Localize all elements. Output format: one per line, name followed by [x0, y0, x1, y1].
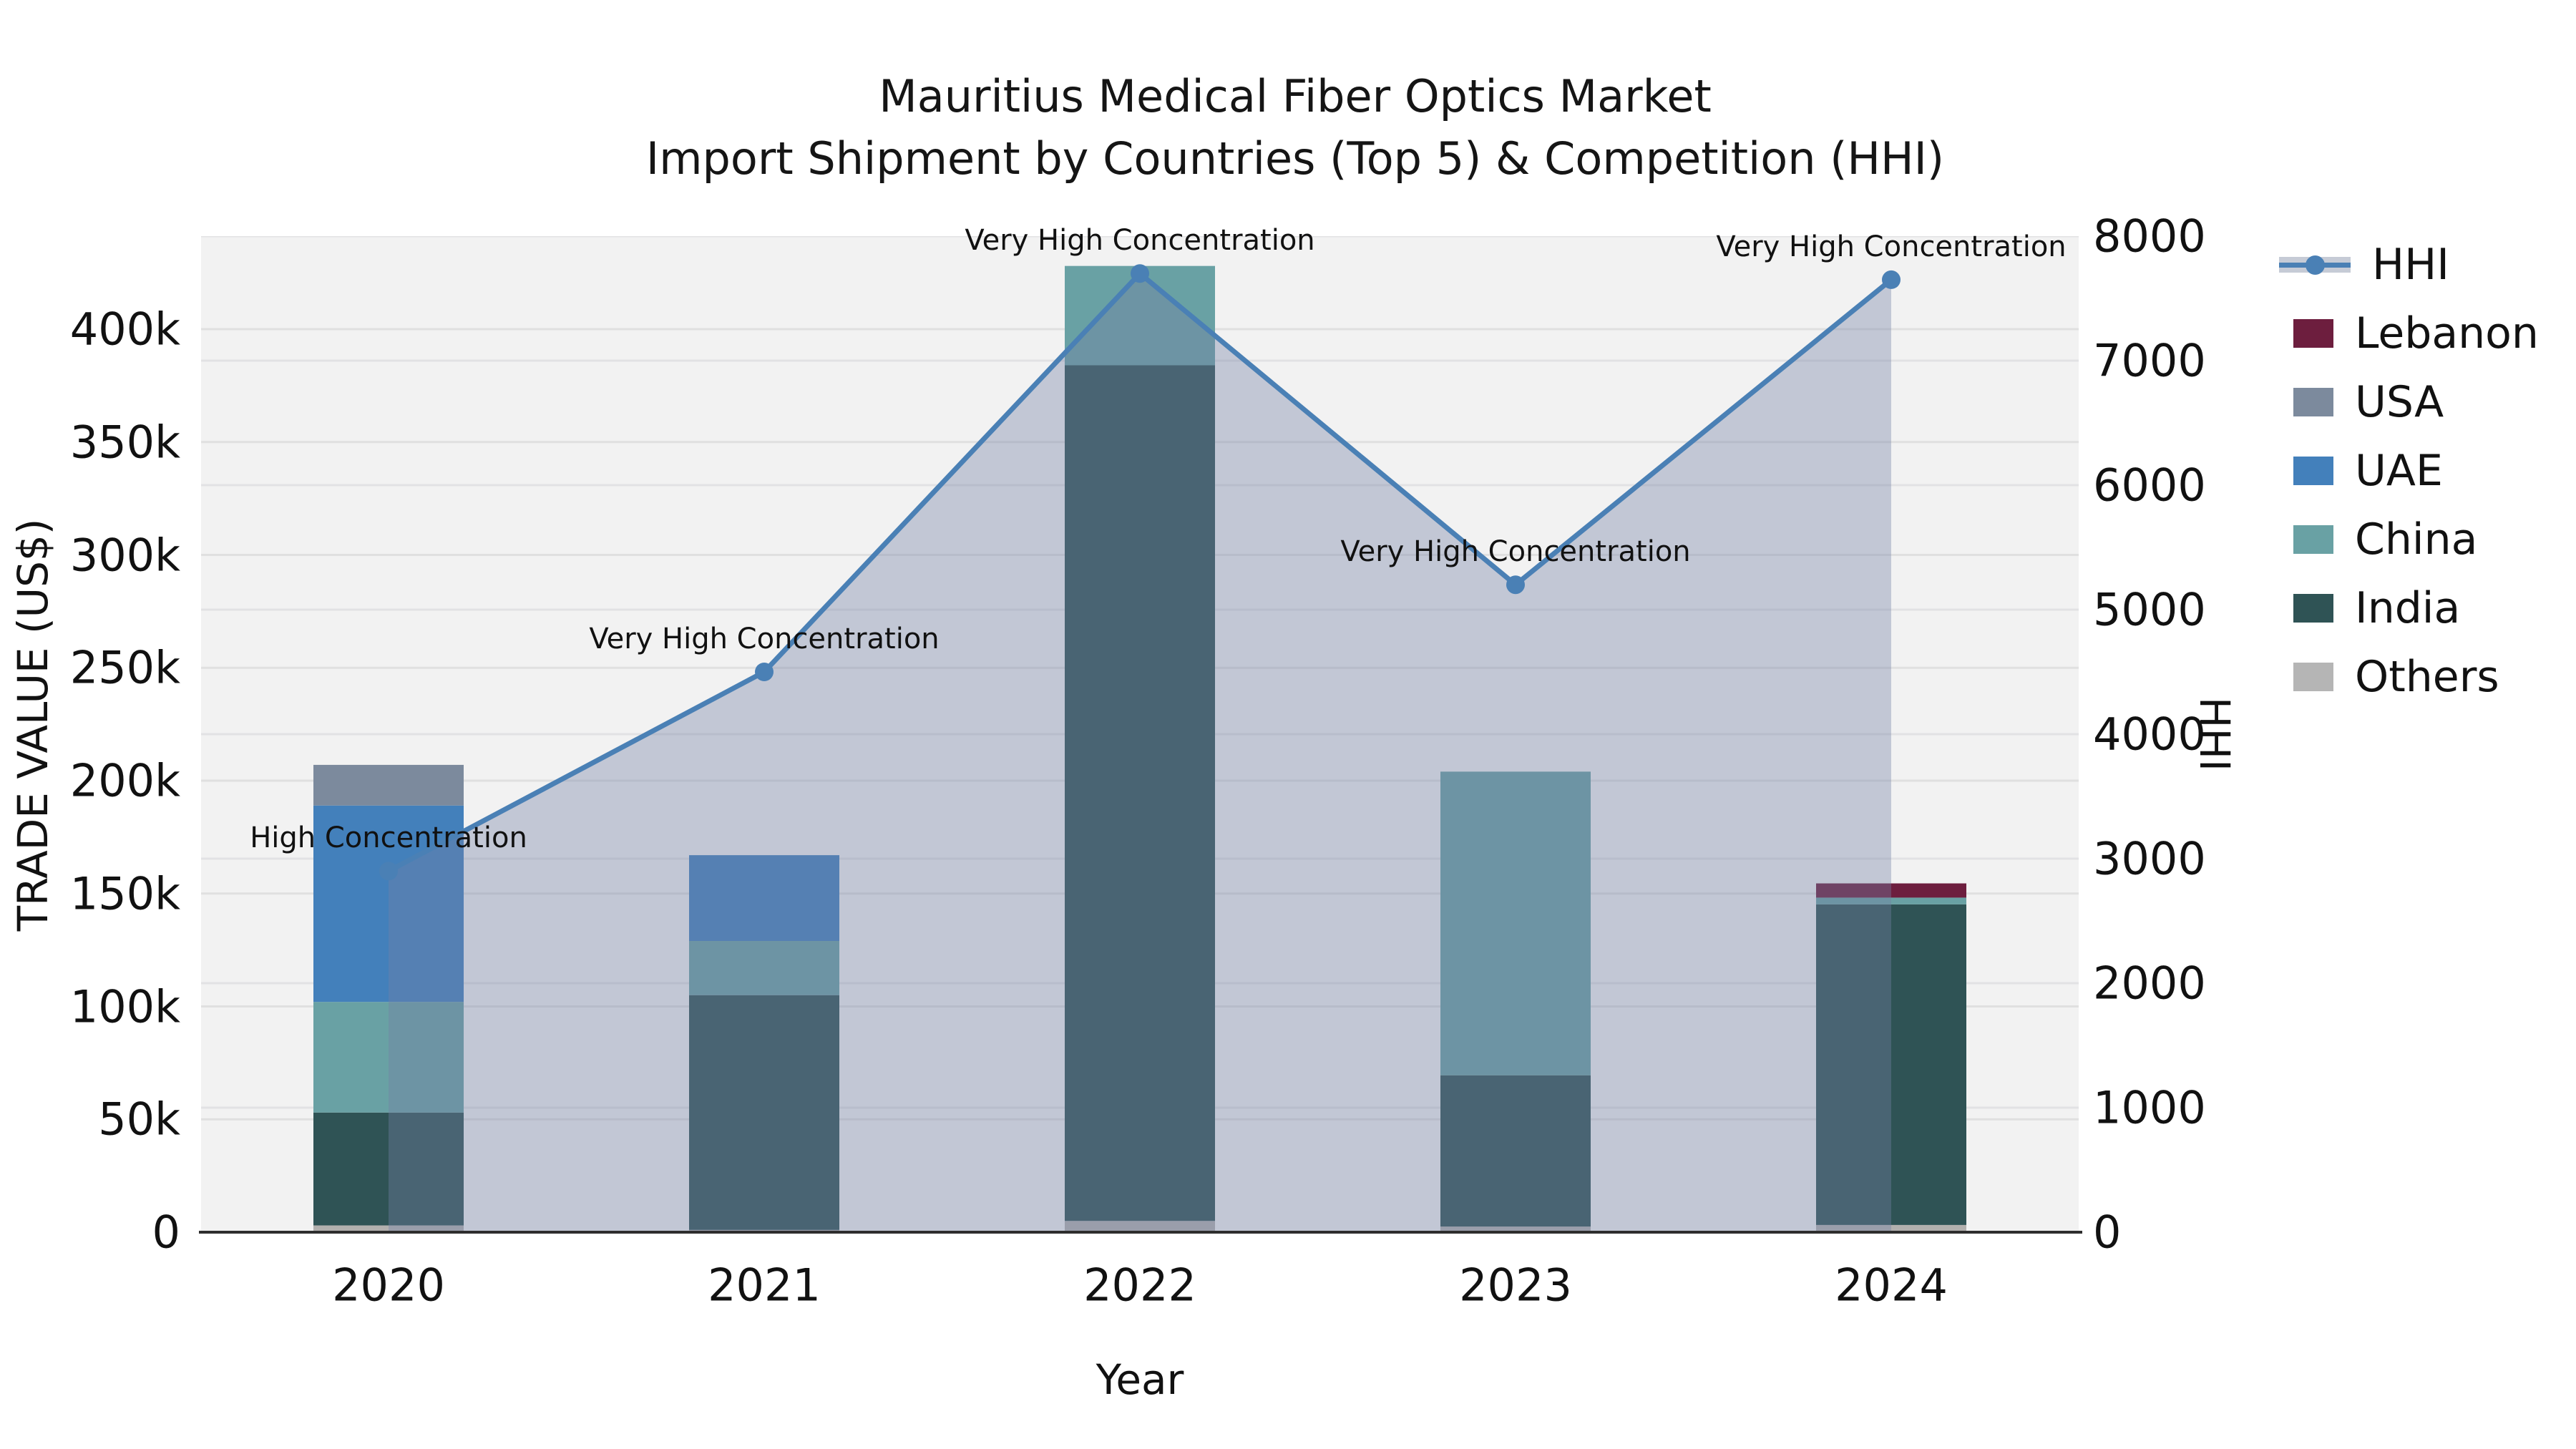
legend-label-hhi: HHI	[2372, 240, 2449, 290]
left-axis-title: TRADE VALUE (US$)	[9, 518, 57, 932]
x-tick-2020: 2020	[332, 1259, 445, 1312]
legend-item-others: Others	[2279, 648, 2499, 706]
chart-canvas	[201, 236, 2079, 1232]
hhi-marker-2024	[1882, 270, 1901, 289]
y-tick-right-4000: 4000	[2093, 708, 2206, 761]
hhi-marker-2021	[755, 663, 774, 681]
bar-segment-india-2022	[1065, 365, 1215, 1221]
bar-segment-india-2023	[1440, 1075, 1591, 1227]
bar-segment-others-2022	[1065, 1221, 1215, 1232]
y-tick-left-400k: 400k	[69, 303, 180, 356]
bar-segment-lebanon-2024	[1816, 883, 1966, 898]
y-tick-right-6000: 6000	[2093, 459, 2206, 512]
annotation-2024: Very High Concentration	[1716, 230, 2067, 263]
x-tick-2024: 2024	[1835, 1259, 1948, 1312]
chart-title-line2: Import Shipment by Countries (Top 5) & C…	[645, 132, 1945, 185]
annotation-2020: High Concentration	[250, 821, 527, 855]
legend-swatch-lebanon	[2293, 319, 2333, 348]
legend-item-lebanon: Lebanon	[2279, 305, 2539, 362]
hhi-line-swatch	[2279, 249, 2351, 280]
x-tick-2023: 2023	[1459, 1259, 1572, 1312]
bar-segment-india-2024	[1816, 904, 1966, 1225]
legend-swatch-others	[2293, 663, 2333, 691]
bar-segment-india-2021	[689, 995, 839, 1230]
bar-segment-india-2020	[313, 1112, 464, 1226]
bar-segment-china-2020	[313, 1002, 464, 1113]
bar-segment-others-2024	[1816, 1224, 1966, 1232]
hhi-marker-2020	[379, 862, 398, 881]
bar-segment-china-2021	[689, 941, 839, 995]
plot-area	[201, 236, 2079, 1232]
y-tick-right-0: 0	[2093, 1206, 2122, 1259]
annotation-2023: Very High Concentration	[1340, 535, 1691, 569]
legend-label-others: Others	[2355, 652, 2499, 702]
y-tick-left-150k: 150k	[69, 867, 180, 920]
legend-item-hhi: HHI	[2279, 236, 2449, 293]
bar-segment-others-2023	[1440, 1226, 1591, 1232]
hhi-marker-icon	[2306, 255, 2325, 275]
legend-item-uae: UAE	[2279, 442, 2443, 499]
bar-segment-others-2020	[313, 1225, 464, 1232]
y-tick-right-7000: 7000	[2093, 334, 2206, 387]
hhi-marker-2022	[1131, 264, 1149, 283]
y-tick-right-1000: 1000	[2093, 1081, 2206, 1134]
y-tick-left-200k: 200k	[69, 754, 180, 807]
legend-item-china: China	[2279, 511, 2477, 568]
y-tick-left-50k: 50k	[98, 1093, 180, 1146]
x-tick-2021: 2021	[708, 1259, 821, 1312]
x-tick-2022: 2022	[1083, 1259, 1196, 1312]
legend-item-india: India	[2279, 580, 2460, 637]
legend-swatch-india	[2293, 594, 2333, 623]
bar-segment-uae-2021	[689, 855, 839, 942]
annotation-2022: Very High Concentration	[965, 224, 1315, 258]
bar-segment-uae-2020	[313, 805, 464, 1002]
bar-segment-china-2023	[1440, 771, 1591, 1075]
y-tick-right-5000: 5000	[2093, 583, 2206, 636]
x-axis-title: Year	[1096, 1355, 1184, 1404]
y-tick-left-250k: 250k	[69, 641, 180, 694]
legend-label-usa: USA	[2355, 377, 2444, 427]
x-axis-line	[199, 1231, 2082, 1234]
y-tick-left-0: 0	[152, 1206, 180, 1259]
hhi-marker-2023	[1506, 575, 1525, 595]
bar-segment-china-2024	[1816, 897, 1966, 904]
legend-label-india: India	[2355, 583, 2461, 633]
legend-label-uae: UAE	[2355, 446, 2443, 496]
chart-title-line1: Mauritius Medical Fiber Optics Market	[879, 70, 1712, 122]
legend-swatch-china	[2293, 525, 2333, 554]
y-tick-left-300k: 300k	[69, 529, 180, 581]
hhi-area-fill	[389, 273, 1891, 1232]
legend-swatch-uae	[2293, 457, 2333, 485]
legend-label-china: China	[2355, 514, 2478, 565]
legend-item-usa: USA	[2279, 374, 2444, 431]
y-tick-left-100k: 100k	[69, 980, 180, 1033]
annotation-2021: Very High Concentration	[589, 623, 940, 655]
bar-segment-usa-2020	[313, 764, 464, 806]
y-tick-right-2000: 2000	[2093, 957, 2206, 1010]
y-tick-left-350k: 350k	[69, 416, 180, 469]
y-tick-right-8000: 8000	[2093, 210, 2206, 263]
y-tick-right-3000: 3000	[2093, 832, 2206, 885]
legend-label-lebanon: Lebanon	[2355, 308, 2539, 358]
legend-swatch-usa	[2293, 388, 2333, 416]
